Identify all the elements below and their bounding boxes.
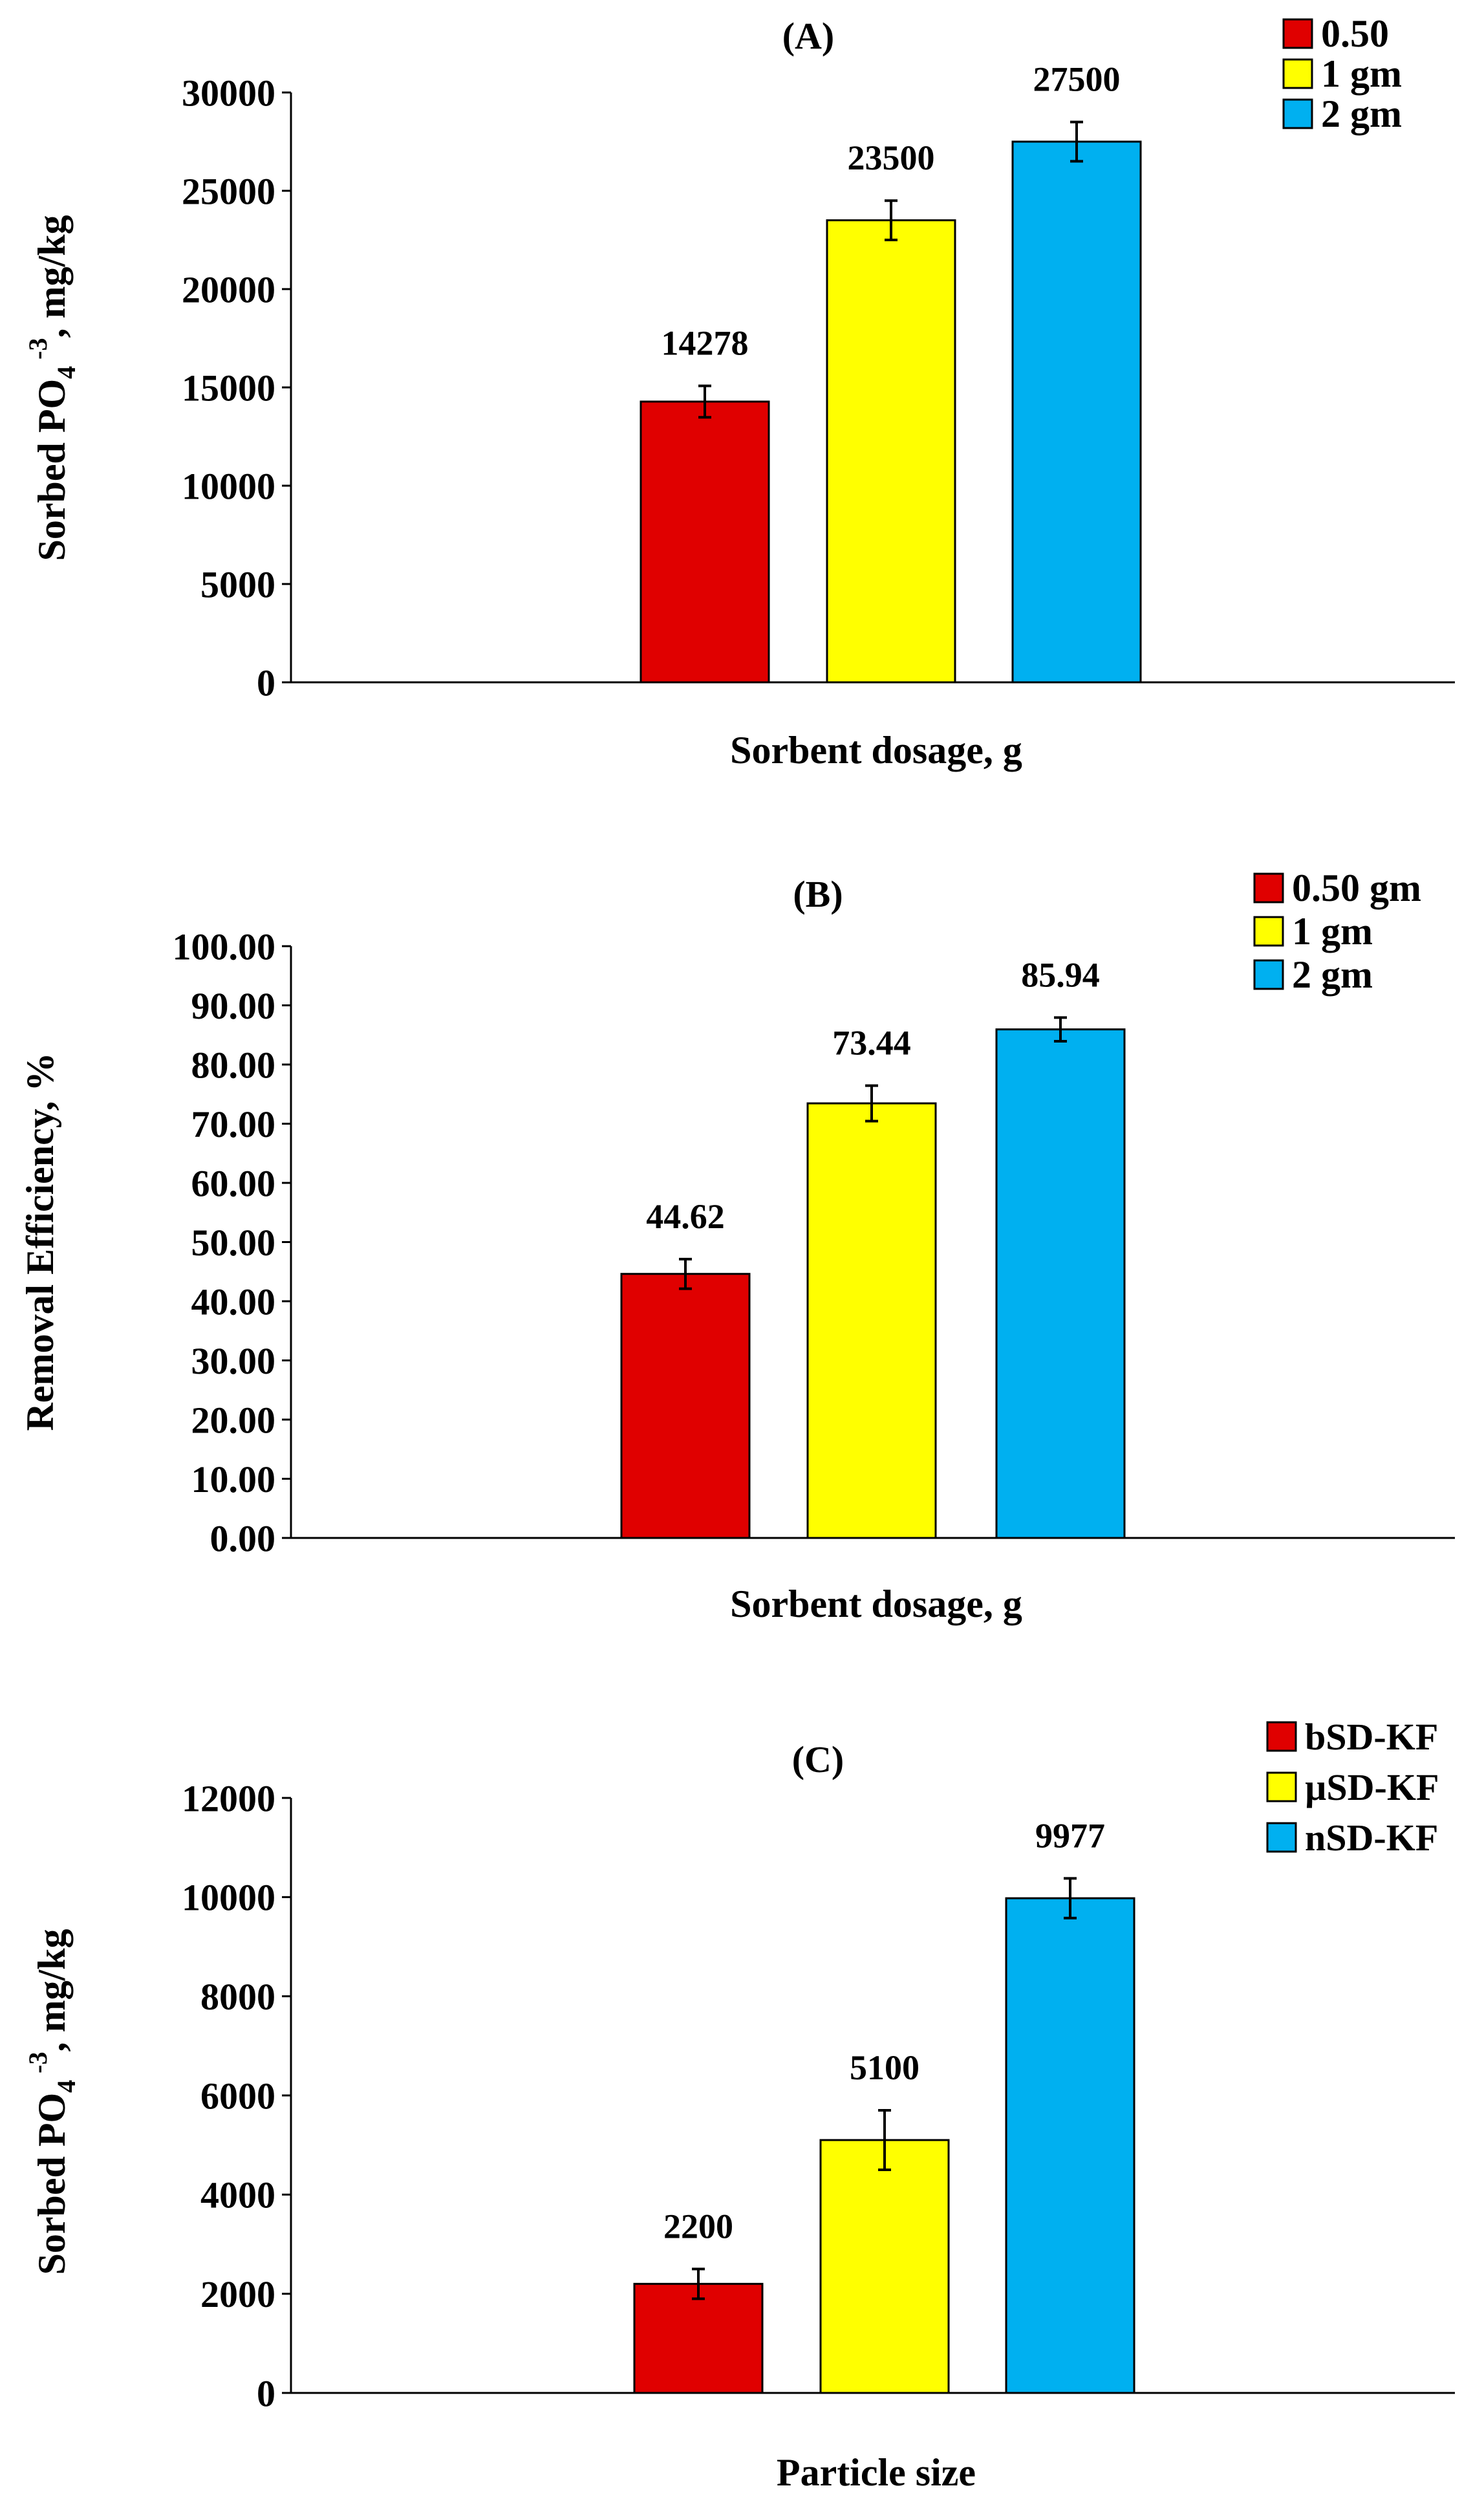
y-axis-label: Removal Efficiency, % [19, 1053, 61, 1431]
bar [1011, 140, 1142, 684]
data-label: 2200 [663, 2207, 733, 2245]
legend-swatch [1253, 959, 1284, 990]
y-tick-label: 60.00 [191, 1162, 276, 1204]
data-label: 85.94 [1021, 955, 1100, 994]
y-tick-label: 50.00 [191, 1222, 276, 1264]
y-tick-label: 10.00 [191, 1458, 276, 1500]
y-tick-label: 30000 [182, 72, 275, 114]
y-axis-label-units: , mg/kg [30, 1929, 73, 2051]
data-label: 5100 [850, 2048, 919, 2087]
legend-swatch [1266, 1822, 1297, 1853]
y-tick-label: 90.00 [191, 985, 276, 1027]
legend-swatch [1282, 58, 1313, 89]
legend-label: 0.50 [1321, 12, 1389, 55]
legend-swatch [1266, 1771, 1297, 1802]
y-tick-label: 4000 [200, 2174, 275, 2216]
y-axis-label: Sorbed PO4-3, mg/kg [23, 1929, 81, 2275]
legend-label: nSD-KF [1305, 1817, 1438, 1859]
y-tick-label: 30.00 [191, 1340, 276, 1382]
y-tick-label: 15000 [182, 367, 275, 409]
legend-swatch [1253, 872, 1284, 903]
legend-swatch [1266, 1721, 1297, 1752]
legend-label: 1 gm [1321, 52, 1402, 95]
data-label: 23500 [848, 138, 935, 177]
x-axis-label: Particle size [777, 2451, 976, 2494]
y-axis-label-units: , mg/kg [30, 215, 73, 338]
data-label: 73.44 [832, 1024, 911, 1063]
data-label: 9977 [1035, 1816, 1105, 1855]
y-axis-label-superscript: -3 [23, 2052, 52, 2073]
y-tick-label: 0 [257, 2372, 275, 2414]
y-axis-label-subscript: 4 [52, 2080, 81, 2093]
legend-swatch [1282, 18, 1313, 49]
y-tick-label: 12000 [182, 1777, 275, 1819]
y-tick-label: 0.00 [210, 1517, 276, 1559]
bar [640, 400, 770, 684]
y-axis-label-main: Removal Efficiency, % [19, 1053, 61, 1431]
y-tick-label: 20.00 [191, 1399, 276, 1441]
bar [826, 219, 956, 684]
y-axis-label-superscript: -3 [23, 338, 52, 360]
x-axis-label: Sorbent dosage, g [730, 729, 1022, 772]
chart-b: (B) 0.00 10.00 20.00 30.00 40.00 50.00 60.00 70.… [19, 867, 1455, 1625]
legend-label: 2 gm [1292, 953, 1373, 996]
bar [995, 1028, 1126, 1539]
chart-c: (C) 0 2000 4000 6000 8000 10000 12000 Sorbed PO4… [23, 1716, 1455, 2494]
legend-label: 2 gm [1321, 92, 1402, 135]
y-axis-label-main: Sorbed PO [30, 2093, 73, 2275]
bar [806, 1102, 937, 1539]
chart-title: (C) [792, 1738, 844, 1780]
data-label: 44.62 [646, 1197, 725, 1236]
bar [819, 2139, 950, 2394]
bar [1005, 1897, 1135, 2394]
data-label: 14278 [661, 324, 749, 363]
legend-label: 1 gm [1292, 910, 1373, 953]
legend-label: 0.50 gm [1292, 867, 1421, 909]
data-label: 27500 [1033, 60, 1121, 99]
legend-swatch [1253, 916, 1284, 947]
legend-label: µSD-KF [1305, 1766, 1439, 1808]
y-tick-label: 80.00 [191, 1044, 276, 1086]
y-tick-label: 40.00 [191, 1281, 276, 1323]
y-tick-label: 10000 [182, 465, 275, 507]
y-tick-label: 8000 [200, 1976, 275, 2018]
y-tick-label: 5000 [200, 563, 275, 605]
y-tick-label: 2000 [200, 2273, 275, 2315]
y-tick-label: 70.00 [191, 1103, 276, 1145]
y-tick-label: 20000 [182, 268, 275, 310]
bar [633, 2282, 764, 2394]
legend-label: bSD-KF [1305, 1716, 1438, 1758]
x-axis-label: Sorbent dosage, g [730, 1583, 1022, 1625]
chart-title: (B) [793, 873, 843, 915]
y-axis-label-main: Sorbed PO [30, 379, 73, 561]
chart-title: (A) [782, 15, 835, 57]
chart-a: (A) 0 5000 10000 15000 20000 25000 30000 Sorbed … [23, 12, 1455, 772]
y-axis-label-subscript: 4 [52, 366, 81, 379]
y-tick-label: 100.00 [173, 925, 276, 968]
y-tick-label: 25000 [182, 170, 275, 212]
legend-swatch [1282, 98, 1313, 129]
y-tick-label: 10000 [182, 1877, 275, 1919]
y-axis-label: Sorbed PO4-3, mg/kg [23, 215, 81, 561]
y-tick-label: 0 [257, 662, 275, 704]
y-tick-label: 6000 [200, 2075, 275, 2117]
bar [620, 1273, 751, 1539]
